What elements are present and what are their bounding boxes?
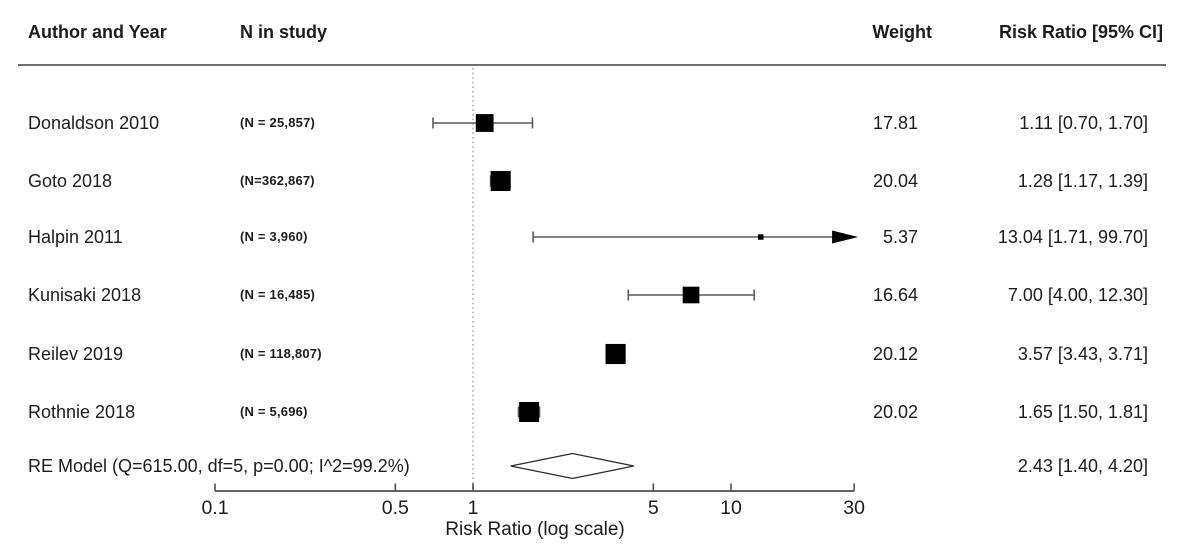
study-ci: 13.04 [1.71, 99.70]	[997, 227, 1148, 247]
x-axis-tick-label: 0.1	[201, 497, 228, 519]
x-axis-tick-label: 0.5	[382, 497, 409, 519]
x-axis-tick-label: 1	[468, 497, 479, 519]
summary-diamond	[510, 452, 634, 480]
study-weight: 20.04	[872, 171, 918, 191]
point-estimate-square	[605, 343, 626, 365]
study-ci: 1.28 [1.17, 1.39]	[1017, 171, 1148, 191]
point-estimate-square	[682, 286, 700, 304]
x-axis-tick-label: 10	[720, 497, 742, 519]
point-estimate-square	[490, 170, 511, 192]
x-axis-title: Risk Ratio (log scale)	[445, 519, 625, 540]
study-author: Kunisaki 2018	[28, 285, 142, 305]
header-rule	[18, 64, 1166, 66]
point-estimate-square	[519, 401, 540, 423]
point-estimate-square	[475, 114, 494, 132]
x-axis-tick-label: 30	[843, 497, 865, 519]
column-header-risk-ratio: Risk Ratio [95% CI]	[998, 22, 1163, 42]
study-weight: 20.02	[872, 402, 918, 422]
summary-model-label: RE Model (Q=615.00, df=5, p=0.00; I^2=99…	[28, 456, 410, 476]
column-header-weight: Weight	[872, 22, 932, 42]
study-n: (N = 118,807)	[240, 346, 322, 361]
study-n: (N = 3,960)	[240, 229, 308, 244]
study-weight: 20.12	[872, 344, 918, 364]
study-author: Halpin 2011	[28, 227, 123, 247]
x-axis-tick-label: 5	[648, 497, 659, 519]
study-weight: 16.64	[872, 285, 918, 305]
study-n: (N=362,867)	[240, 173, 315, 188]
study-weight: 5.37	[882, 227, 918, 247]
point-estimate-square	[757, 234, 764, 240]
column-header-author: Author and Year	[28, 22, 167, 42]
study-n: (N = 16,485)	[240, 287, 316, 302]
study-author: Donaldson 2010	[28, 113, 160, 133]
study-author: Reilev 2019	[28, 344, 124, 364]
summary-ci: 2.43 [1.40, 4.20]	[1017, 456, 1148, 476]
column-header-n: N in study	[240, 22, 328, 42]
study-ci: 3.57 [3.43, 3.71]	[1017, 344, 1148, 364]
study-ci: 7.00 [4.00, 12.30]	[1007, 285, 1148, 305]
study-author: Goto 2018	[28, 171, 113, 191]
study-ci: 1.65 [1.50, 1.81]	[1017, 402, 1148, 422]
study-ci: 1.11 [0.70, 1.70]	[1019, 113, 1148, 133]
study-weight: 17.81	[872, 113, 918, 133]
study-n: (N = 25,857)	[240, 115, 316, 130]
study-author: Rothnie 2018	[28, 402, 136, 422]
study-n: (N = 5,696)	[240, 404, 308, 419]
